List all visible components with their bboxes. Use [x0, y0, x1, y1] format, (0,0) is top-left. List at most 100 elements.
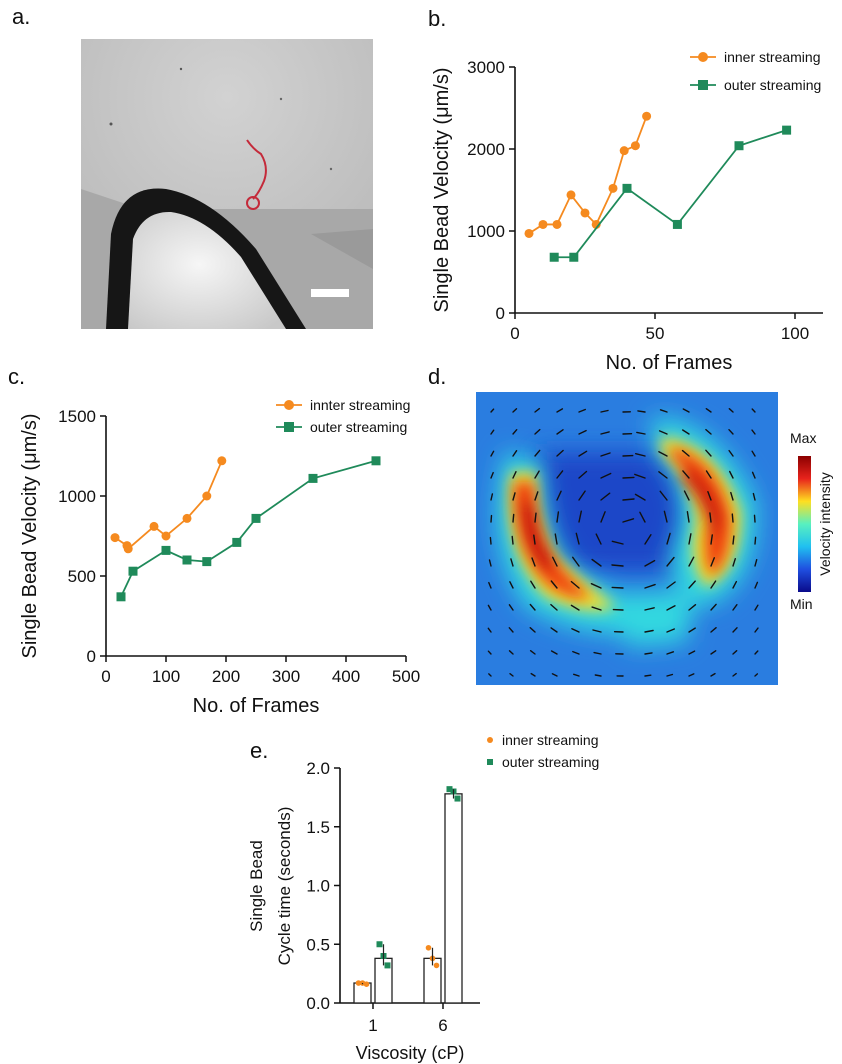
velocity-arrow [488, 673, 492, 677]
velocity-arrow [644, 674, 652, 677]
velocity-arrow [710, 580, 717, 589]
data-point [232, 537, 242, 547]
velocity-arrow [487, 604, 492, 611]
velocity-arrow [751, 408, 756, 413]
x-tick-label: 300 [272, 667, 300, 686]
y-tick-label: 3000 [467, 58, 505, 77]
velocity-arrow [666, 556, 675, 567]
velocity-arrow [572, 673, 580, 677]
data-point [552, 219, 562, 229]
velocity-arrow [556, 490, 562, 501]
velocity-arrow [659, 409, 668, 413]
velocity-arrow [530, 580, 536, 589]
data-point [566, 190, 576, 200]
velocity-arrow [688, 673, 695, 677]
velocity-arrow [578, 470, 588, 479]
colorbar-max-label: Max [790, 430, 817, 446]
velocity-arrow [644, 533, 652, 545]
y-axis-label-line2: Cycle time (seconds) [275, 807, 294, 966]
legend-label: outer streaming [502, 754, 599, 770]
velocity-arrow [531, 557, 536, 567]
velocity-arrow [534, 428, 541, 435]
velocity-arrow [512, 492, 516, 501]
velocity-arrow [709, 512, 712, 523]
y-tick-label: 1500 [58, 407, 96, 426]
velocity-arrow [666, 605, 676, 611]
y-axis-label-line1: Single Bead [247, 840, 266, 932]
data-point [425, 944, 432, 951]
velocity-arrow [644, 583, 656, 589]
velocity-arrow [554, 533, 558, 545]
data-point [308, 473, 318, 483]
velocity-arrow [682, 408, 690, 413]
velocity-arrow [732, 627, 738, 633]
velocity-arrow [666, 628, 676, 633]
velocity-arrow [490, 493, 494, 501]
y-tick-label: 0.0 [306, 994, 330, 1013]
data-point [251, 513, 261, 523]
velocity-arrow [550, 627, 558, 633]
velocity-arrow [556, 429, 564, 435]
data-point [569, 252, 579, 262]
data-point [122, 541, 132, 551]
velocity-arrow [754, 558, 758, 567]
data-point [450, 788, 457, 795]
bar [444, 793, 463, 1004]
bar [423, 957, 442, 1004]
velocity-arrow [681, 429, 690, 435]
x-tick-label: 200 [212, 667, 240, 686]
data-point [182, 555, 192, 565]
velocity-arrow [731, 513, 734, 523]
velocity-arrow [487, 627, 492, 633]
velocity-arrow [534, 470, 540, 479]
y-tick-label: 2000 [467, 140, 505, 159]
x-tick-label: 0 [101, 667, 110, 686]
legend-marker [284, 422, 294, 432]
data-point [580, 208, 590, 218]
data-point [446, 786, 453, 793]
velocity-arrow [754, 650, 759, 655]
data-point [128, 566, 138, 576]
y-tick-label: 0.5 [306, 935, 330, 954]
y-tick-label: 1000 [467, 222, 505, 241]
velocity-heatmap [476, 392, 778, 685]
data-point [672, 219, 682, 229]
y-tick-label: 0 [87, 647, 96, 666]
velocity-arrow [663, 510, 668, 523]
velocity-arrow [534, 491, 539, 501]
velocity-arrow [644, 607, 655, 611]
y-tick-label: 1000 [58, 487, 96, 506]
legend-label: outer streaming [724, 77, 821, 93]
velocity-arrow [751, 429, 756, 435]
velocity-arrow [637, 410, 646, 413]
colorbar-min-label: Min [790, 596, 813, 612]
series-line-innter-streaming [114, 460, 223, 551]
x-tick-label: 100 [152, 667, 180, 686]
velocity-arrow [688, 650, 696, 655]
velocity-arrow [710, 557, 716, 567]
velocity-arrow [593, 651, 602, 655]
velocity-arrow [490, 514, 493, 523]
data-point [149, 521, 159, 531]
velocity-arrow [666, 673, 674, 677]
velocity-arrow [634, 453, 646, 457]
velocity-arrow [710, 603, 717, 611]
velocity-arrow [644, 652, 653, 655]
velocity-arrow [550, 650, 558, 655]
velocity-arrow [634, 493, 646, 501]
velocity-arrow [600, 409, 609, 413]
velocity-arrow [490, 471, 494, 479]
velocity-arrow [534, 407, 541, 413]
data-point [380, 953, 387, 959]
velocity-arrow [753, 514, 756, 523]
legend-label: inner streaming [502, 732, 599, 748]
velocity-arrow [754, 673, 759, 677]
velocity-arrow [600, 492, 611, 501]
x-tick-label: 500 [392, 667, 420, 686]
velocity-arrow [611, 564, 624, 567]
data-point [630, 141, 640, 151]
velocity-arrow [510, 558, 514, 567]
velocity-arrow [512, 408, 518, 413]
velocity-arrow [511, 535, 514, 545]
velocity-arrow [732, 557, 736, 567]
